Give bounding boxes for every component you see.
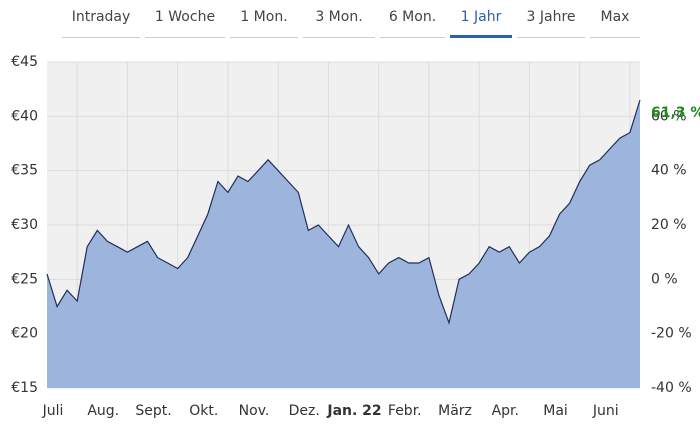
tab-label[interactable]: 1 Woche bbox=[155, 9, 215, 25]
x-tick-label: Nov. bbox=[239, 403, 270, 419]
tab-underline bbox=[62, 37, 140, 38]
tab-underline bbox=[450, 35, 512, 38]
y2-tick-label: 60 % bbox=[651, 108, 687, 124]
tab-underline bbox=[230, 37, 298, 38]
x-tick-label: Febr. bbox=[388, 403, 422, 419]
x-tick-label: Juli bbox=[42, 403, 64, 419]
x-tick-label: Sept. bbox=[135, 403, 171, 419]
y-tick-label: €30 bbox=[11, 217, 38, 233]
tab-label[interactable]: Max bbox=[601, 9, 630, 25]
tab-label[interactable]: 3 Jahre bbox=[527, 9, 576, 25]
y2-tick-label: -20 % bbox=[651, 326, 692, 342]
tab-label[interactable]: 6 Mon. bbox=[389, 9, 436, 25]
y2-tick-label: 20 % bbox=[651, 217, 687, 233]
tab-underline bbox=[380, 37, 445, 38]
x-tick-label: Okt. bbox=[189, 403, 218, 419]
x-tick-label: Aug. bbox=[87, 403, 119, 419]
x-tick-label: März bbox=[438, 403, 472, 419]
x-tick-label: Juni bbox=[592, 403, 619, 419]
tab-label[interactable]: 3 Mon. bbox=[315, 9, 362, 25]
y-tick-label: €15 bbox=[11, 380, 38, 396]
annotation: 61,3 % bbox=[651, 105, 700, 121]
tab-label[interactable]: Intraday bbox=[72, 9, 131, 25]
tab-underline bbox=[517, 37, 585, 38]
tab-underline bbox=[145, 37, 225, 38]
x-tick-label: Mai bbox=[543, 403, 568, 419]
x-tick-label: Apr. bbox=[492, 403, 519, 419]
y-tick-label: €25 bbox=[11, 271, 38, 287]
y2-tick-label: 0 % bbox=[651, 271, 678, 287]
y2-tick-label: -40 % bbox=[651, 380, 692, 396]
tab-label[interactable]: 1 Jahr bbox=[461, 9, 502, 25]
area bbox=[47, 100, 640, 388]
y-tick-label: €40 bbox=[11, 108, 38, 124]
tab-label[interactable]: 1 Mon. bbox=[240, 9, 287, 25]
x-tick-label: Jan. 22 bbox=[326, 403, 381, 419]
line bbox=[46, 99, 641, 325]
y2-tick-label: 40 % bbox=[651, 163, 687, 179]
tab-underline bbox=[303, 37, 375, 38]
tab-underline bbox=[590, 37, 640, 38]
y-tick-label: €20 bbox=[11, 326, 38, 342]
x-tick-label: Dez. bbox=[289, 403, 320, 419]
y-tick-label: €35 bbox=[11, 163, 38, 179]
y-tick-label: €45 bbox=[11, 54, 38, 70]
